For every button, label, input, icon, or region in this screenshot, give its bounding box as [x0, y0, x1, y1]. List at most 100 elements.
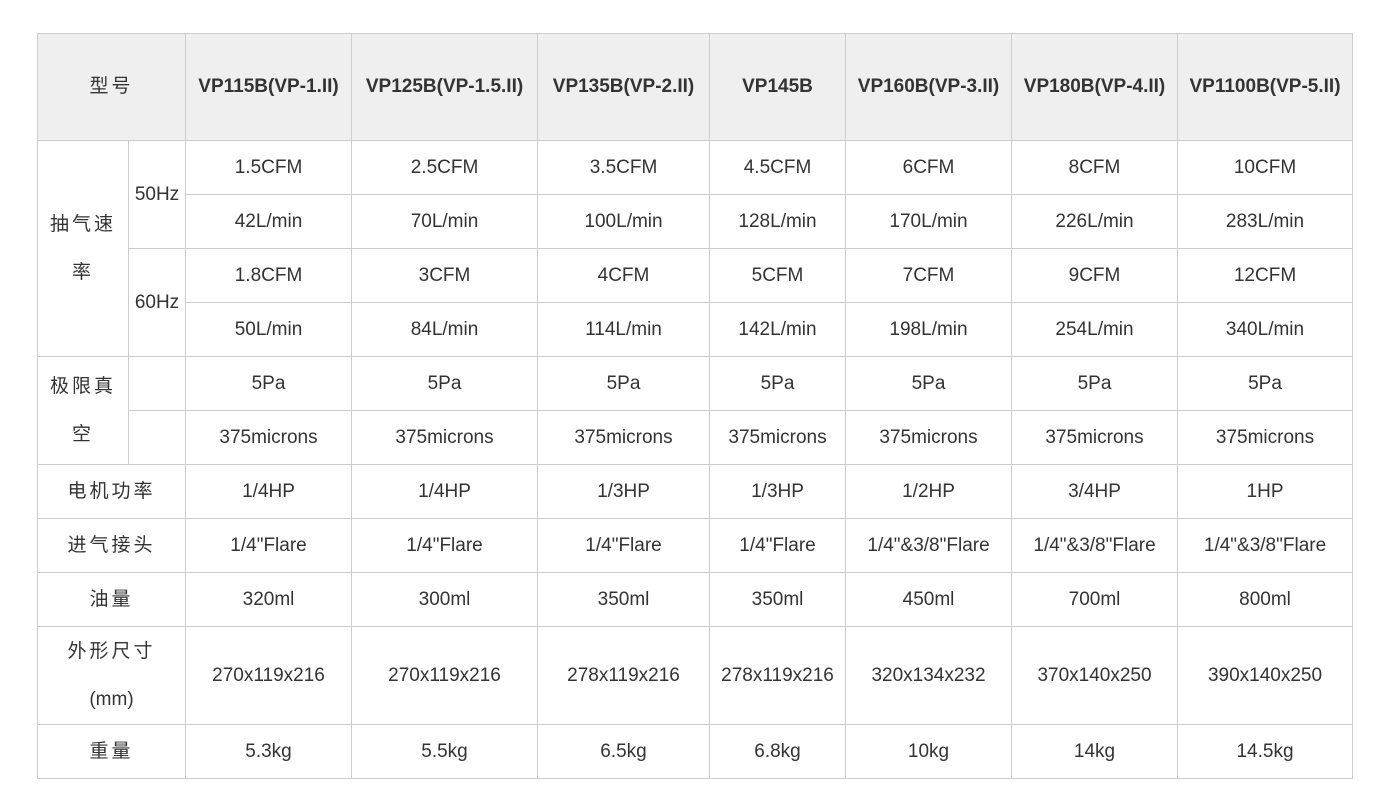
spec-cell: 1/4"Flare: [709, 518, 847, 573]
table-header-row: 型号 VP115B(VP-1.II) VP125B(VP-1.5.II) VP1…: [36, 33, 1354, 141]
spec-cell: 3.5CFM: [537, 140, 711, 195]
spec-cell: 5Pa: [185, 356, 353, 411]
spec-cell: 320x134x232: [845, 626, 1013, 725]
row-label-dimensions: 外形尺寸 (mm): [36, 626, 187, 725]
spec-cell: 14kg: [1011, 724, 1179, 779]
row-dimensions: 外形尺寸 (mm) 270x119x216 270x119x216 278x11…: [36, 626, 1354, 725]
model-header-vp145b: VP145B: [709, 33, 847, 141]
spec-cell: 12CFM: [1177, 248, 1354, 303]
spec-cell: 7CFM: [845, 248, 1013, 303]
spec-cell: 50L/min: [185, 302, 353, 357]
spec-cell: 9CFM: [1011, 248, 1179, 303]
spec-cell: 5CFM: [709, 248, 847, 303]
spec-cell: 128L/min: [709, 194, 847, 249]
spec-cell: 375microns: [1177, 410, 1354, 465]
spec-cell: 254L/min: [1011, 302, 1179, 357]
spec-cell: 3CFM: [351, 248, 539, 303]
row-50hz-lmin: 42L/min 70L/min 100L/min 128L/min 170L/m…: [38, 194, 1354, 249]
spec-cell: 1/4"&3/8"Flare: [1177, 518, 1354, 573]
spec-cell: 283L/min: [1177, 194, 1354, 249]
spec-cell: 1/4"Flare: [351, 518, 539, 573]
spec-cell: 5Pa: [709, 356, 847, 411]
spec-cell: 1/3HP: [537, 464, 711, 519]
spec-cell: 5Pa: [845, 356, 1013, 411]
spec-cell: 4CFM: [537, 248, 711, 303]
spec-cell: 1/4HP: [185, 464, 353, 519]
row-60hz-lmin: 50L/min 84L/min 114L/min 142L/min 198L/m…: [38, 302, 1354, 357]
spec-cell: 6.8kg: [709, 724, 847, 779]
spec-cell: 114L/min: [537, 302, 711, 357]
row-oil-capacity: 油量 320ml 300ml 350ml 350ml 450ml 700ml 8…: [36, 572, 1354, 627]
spec-cell: 340L/min: [1177, 302, 1354, 357]
spec-cell: 2.5CFM: [351, 140, 539, 195]
spec-cell: 1/4"&3/8"Flare: [845, 518, 1013, 573]
spec-cell: 1/4HP: [351, 464, 539, 519]
row-motor-power: 电机功率 1/4HP 1/4HP 1/3HP 1/3HP 1/2HP 3/4HP…: [36, 464, 1354, 519]
spec-cell: 375microns: [351, 410, 539, 465]
row-60hz-cfm: 60Hz 1.8CFM 3CFM 4CFM 5CFM 7CFM 9CFM 12C…: [38, 248, 1354, 357]
spec-cell: 226L/min: [1011, 194, 1179, 249]
spec-cell: 170L/min: [845, 194, 1013, 249]
spec-cell: 10kg: [845, 724, 1013, 779]
row-vacuum-microns: 375microns 375microns 375microns 375micr…: [38, 410, 1354, 465]
row-weight: 重量 5.3kg 5.5kg 6.5kg 6.8kg 10kg 14kg 14.…: [36, 724, 1354, 779]
spec-cell: 1/2HP: [845, 464, 1013, 519]
spec-cell: 800ml: [1177, 572, 1354, 627]
spec-cell: 142L/min: [709, 302, 847, 357]
row-vacuum-pa: 极限真空 5Pa 5Pa 5Pa 5Pa 5Pa 5Pa 5Pa: [37, 356, 1354, 465]
spec-cell: 350ml: [537, 572, 711, 627]
spec-cell: 375microns: [845, 410, 1013, 465]
model-header-vp180b: VP180B(VP-4.II): [1011, 33, 1179, 141]
spec-table: 型号 VP115B(VP-1.II) VP125B(VP-1.5.II) VP1…: [36, 33, 1354, 779]
spec-cell: 375microns: [185, 410, 353, 465]
model-header-vp160b: VP160B(VP-3.II): [845, 33, 1013, 141]
row-label-weight: 重量: [36, 724, 187, 779]
spec-cell: 375microns: [1011, 410, 1179, 465]
spec-cell: 300ml: [351, 572, 539, 627]
spec-cell: 278x119x216: [709, 626, 847, 725]
row-50hz-cfm: 抽气速率 50Hz 1.5CFM 2.5CFM 3.5CFM 4.5CFM 6C…: [37, 140, 1354, 357]
spec-cell: 1HP: [1177, 464, 1354, 519]
spec-cell: 6CFM: [845, 140, 1013, 195]
spec-cell: 5Pa: [537, 356, 711, 411]
spec-cell: 100L/min: [537, 194, 711, 249]
spec-cell: 6.5kg: [537, 724, 711, 779]
spec-cell: 350ml: [709, 572, 847, 627]
spec-cell: 10CFM: [1177, 140, 1354, 195]
spec-cell: 84L/min: [351, 302, 539, 357]
spec-cell: 1/4"&3/8"Flare: [1011, 518, 1179, 573]
model-header-vp135b: VP135B(VP-2.II): [537, 33, 711, 141]
row-label-inlet-fitting: 进气接头: [36, 518, 187, 573]
empty-cell: [127, 410, 187, 465]
freq-label-60hz: 60Hz: [127, 248, 187, 357]
row-inlet-fitting: 进气接头 1/4"Flare 1/4"Flare 1/4"Flare 1/4"F…: [36, 518, 1354, 573]
model-header-vp125b: VP125B(VP-1.5.II): [351, 33, 539, 141]
spec-cell: 198L/min: [845, 302, 1013, 357]
spec-cell: 270x119x216: [351, 626, 539, 725]
model-header-vp115b: VP115B(VP-1.II): [185, 33, 353, 141]
row-label-motor-power: 电机功率: [36, 464, 187, 519]
model-header-vp1100b: VP1100B(VP-5.II): [1177, 33, 1354, 141]
spec-cell: 70L/min: [351, 194, 539, 249]
corner-header-model-label: 型号: [36, 33, 187, 141]
spec-cell: 4.5CFM: [709, 140, 847, 195]
freq-label-50hz: 50Hz: [127, 140, 187, 249]
spec-cell: 1/4"Flare: [185, 518, 353, 573]
spec-cell: 320ml: [185, 572, 353, 627]
spec-cell: 3/4HP: [1011, 464, 1179, 519]
spec-cell: 270x119x216: [185, 626, 353, 725]
spec-cell: 42L/min: [185, 194, 353, 249]
spec-cell: 375microns: [709, 410, 847, 465]
spec-cell: 5.3kg: [185, 724, 353, 779]
spec-cell: 5Pa: [351, 356, 539, 411]
spec-cell: 5.5kg: [351, 724, 539, 779]
empty-cell: [127, 356, 187, 411]
spec-cell: 375microns: [537, 410, 711, 465]
row-label-oil-capacity: 油量: [36, 572, 187, 627]
spec-cell: 5Pa: [1177, 356, 1354, 411]
spec-cell: 370x140x250: [1011, 626, 1179, 725]
spec-cell: 1/3HP: [709, 464, 847, 519]
row-label-ultimate-vacuum: 极限真空: [37, 356, 129, 465]
spec-cell: 390x140x250: [1177, 626, 1354, 725]
dimensions-label-line1: 外形尺寸: [67, 640, 156, 662]
